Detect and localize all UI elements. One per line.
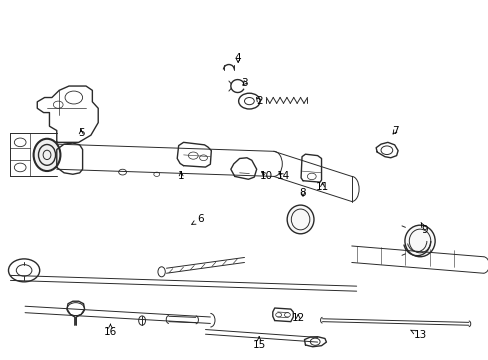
Text: 15: 15 bbox=[252, 337, 265, 350]
Ellipse shape bbox=[286, 205, 313, 234]
Text: 6: 6 bbox=[191, 215, 203, 224]
Ellipse shape bbox=[34, 139, 61, 171]
Text: 7: 7 bbox=[391, 126, 398, 135]
Text: 14: 14 bbox=[276, 171, 289, 181]
Text: 9: 9 bbox=[420, 222, 427, 235]
Text: 13: 13 bbox=[410, 330, 426, 340]
Text: 8: 8 bbox=[299, 188, 305, 198]
Text: 11: 11 bbox=[315, 182, 328, 192]
Text: 1: 1 bbox=[178, 171, 184, 181]
Text: 3: 3 bbox=[241, 78, 247, 88]
Text: 5: 5 bbox=[78, 129, 84, 138]
Ellipse shape bbox=[404, 225, 434, 257]
Text: 12: 12 bbox=[291, 313, 304, 323]
Text: 16: 16 bbox=[103, 324, 117, 337]
Text: 10: 10 bbox=[259, 171, 272, 181]
Text: 2: 2 bbox=[255, 96, 262, 106]
Text: 4: 4 bbox=[234, 53, 241, 63]
